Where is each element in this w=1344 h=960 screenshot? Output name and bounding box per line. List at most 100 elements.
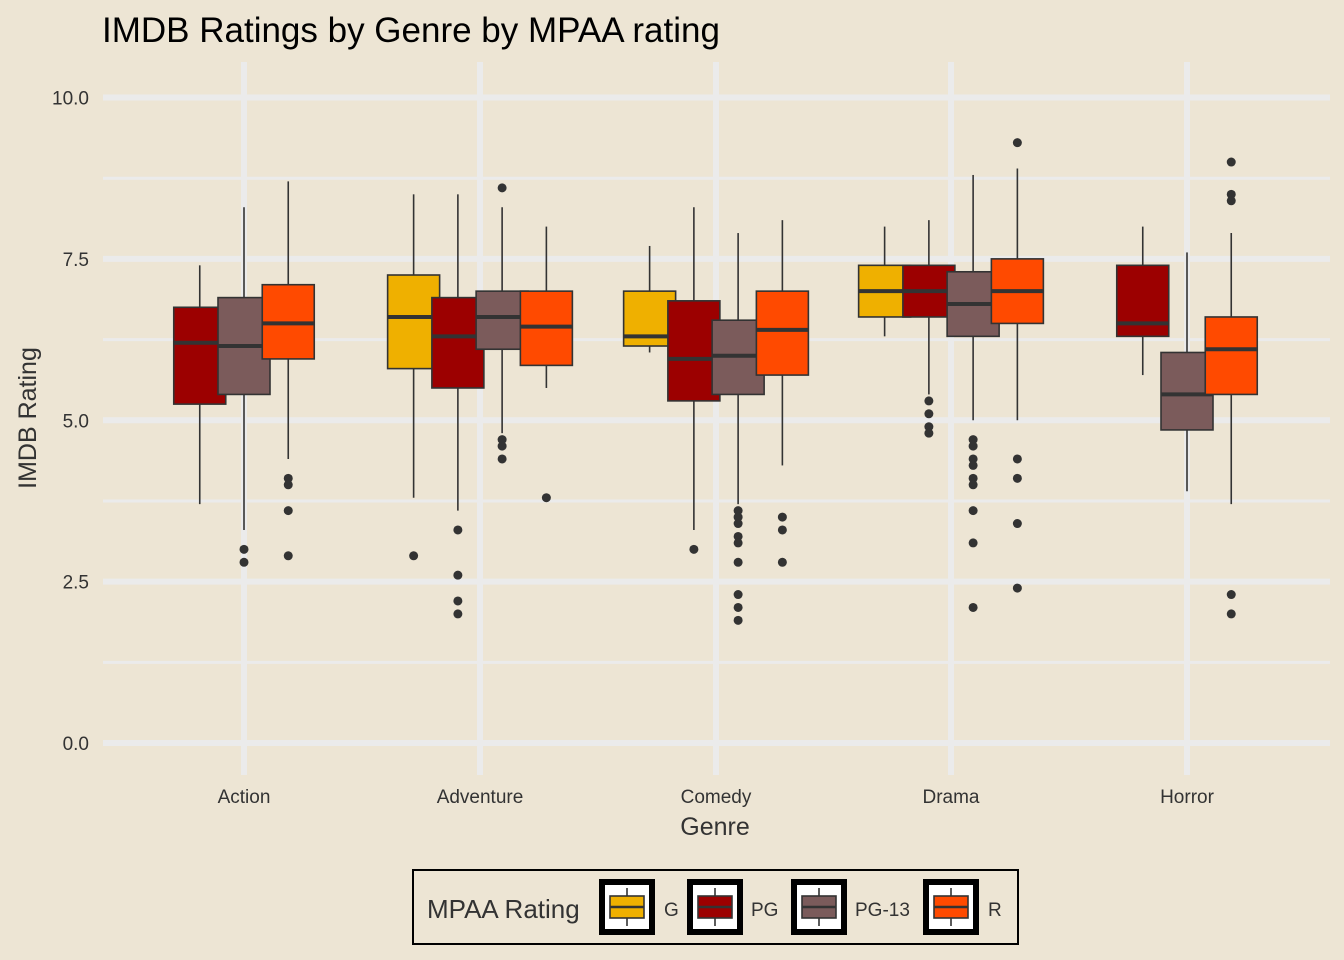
outlier-point [968, 538, 978, 548]
outlier-point [733, 602, 743, 612]
outlier-point [1012, 519, 1022, 529]
legend: MPAA Rating G PG PG-13 R [412, 869, 1019, 945]
legend-items: G PG PG-13 R [599, 879, 1002, 935]
legend-item-r: R [923, 879, 1002, 935]
outlier-point [968, 435, 978, 445]
legend-frame [412, 869, 1019, 945]
x-tick-label: Horror [1160, 787, 1215, 808]
outlier-point [1012, 583, 1022, 593]
box-iqr [172, 306, 227, 405]
x-axis-ticks: Action Adventure Comedy Drama Horror [218, 787, 1215, 808]
box-comedy-pg-13 [711, 233, 765, 625]
outlier-point [733, 557, 743, 567]
outlier-point [968, 506, 978, 516]
legend-title: MPAA Rating [427, 894, 580, 924]
legend-label: PG [751, 900, 778, 921]
outlier-point [968, 454, 978, 464]
x-tick-label: Adventure [437, 787, 524, 808]
outlier-point [777, 525, 787, 535]
outlier-point [239, 557, 249, 567]
outlier-point [777, 512, 787, 522]
outlier-point [541, 493, 551, 503]
y-axis-ticks: 0.0 2.5 5.0 7.5 10.0 [52, 89, 89, 756]
outlier-point [453, 596, 463, 606]
y-tick-label: 5.0 [63, 411, 89, 432]
x-tick-label: Action [218, 787, 271, 808]
y-tick-label: 2.5 [63, 573, 89, 594]
outlier-point [733, 538, 743, 548]
outlier-point [453, 609, 463, 619]
outlier-point [1012, 138, 1022, 148]
outlier-point [733, 615, 743, 625]
outlier-point [1226, 157, 1236, 167]
legend-item-pg: PG [687, 879, 778, 935]
outlier-point [968, 480, 978, 490]
outlier-point [968, 602, 978, 612]
y-axis-title: IMDB Rating [14, 347, 42, 489]
box-horror-r [1204, 157, 1259, 619]
legend-label: PG-13 [855, 900, 910, 921]
box-comedy-g [622, 245, 677, 353]
outlier-point [777, 557, 787, 567]
legend-label: R [988, 900, 1002, 921]
outlier-point [1012, 454, 1022, 464]
outlier-point [733, 531, 743, 541]
x-axis-title: Genre [680, 813, 749, 841]
x-tick-label: Comedy [681, 787, 752, 808]
outlier-point [733, 590, 743, 600]
outlier-point [968, 473, 978, 483]
outlier-point [689, 544, 699, 554]
box-drama-pg-13 [946, 174, 1000, 612]
outlier-point [924, 409, 934, 419]
outlier-point [497, 441, 507, 451]
box-comedy-pg [667, 207, 721, 554]
outlier-point [1226, 196, 1236, 206]
box-comedy-r [755, 220, 810, 567]
x-tick-label: Drama [922, 787, 979, 808]
box-iqr [475, 290, 529, 351]
box-iqr [755, 290, 810, 376]
box-adventure-r [519, 226, 574, 503]
outlier-point [1226, 609, 1236, 619]
box-action-pg [172, 265, 227, 505]
outlier-point [283, 473, 293, 483]
box-action-pg-13 [217, 207, 271, 567]
outlier-point [283, 480, 293, 490]
outlier-point [924, 422, 934, 432]
box-iqr [431, 296, 485, 389]
outlier-point [283, 551, 293, 561]
outlier-point [497, 454, 507, 464]
outlier-point [733, 519, 743, 529]
outlier-point [453, 570, 463, 580]
y-tick-label: 0.0 [63, 734, 89, 755]
box-iqr [1204, 316, 1259, 396]
outlier-point [968, 460, 978, 470]
outlier-point [453, 525, 463, 535]
outlier-point [497, 435, 507, 445]
outlier-point [1226, 189, 1236, 199]
box-horror-pg-13 [1160, 252, 1214, 492]
box-horror-pg [1115, 226, 1170, 376]
legend-item-g: G [599, 879, 679, 935]
outlier-point [733, 506, 743, 516]
outlier-point [924, 396, 934, 406]
box-iqr [667, 300, 721, 402]
y-tick-label: 7.5 [63, 250, 89, 271]
box-iqr [1115, 264, 1170, 338]
box-adventure-pg-13 [475, 183, 529, 464]
outlier-point [733, 512, 743, 522]
outlier-point [924, 428, 934, 438]
outlier-point [283, 506, 293, 516]
outlier-point [409, 551, 419, 561]
outlier-point [968, 441, 978, 451]
outlier-point [1012, 473, 1022, 483]
chart-title: IMDB Ratings by Genre by MPAA rating [102, 11, 720, 50]
box-adventure-pg [431, 194, 485, 619]
box-iqr [1160, 351, 1214, 431]
box-drama-pg [902, 220, 956, 438]
legend-item-pg-13: PG-13 [791, 879, 910, 935]
legend-label: G [664, 900, 679, 921]
outlier-point [239, 544, 249, 554]
